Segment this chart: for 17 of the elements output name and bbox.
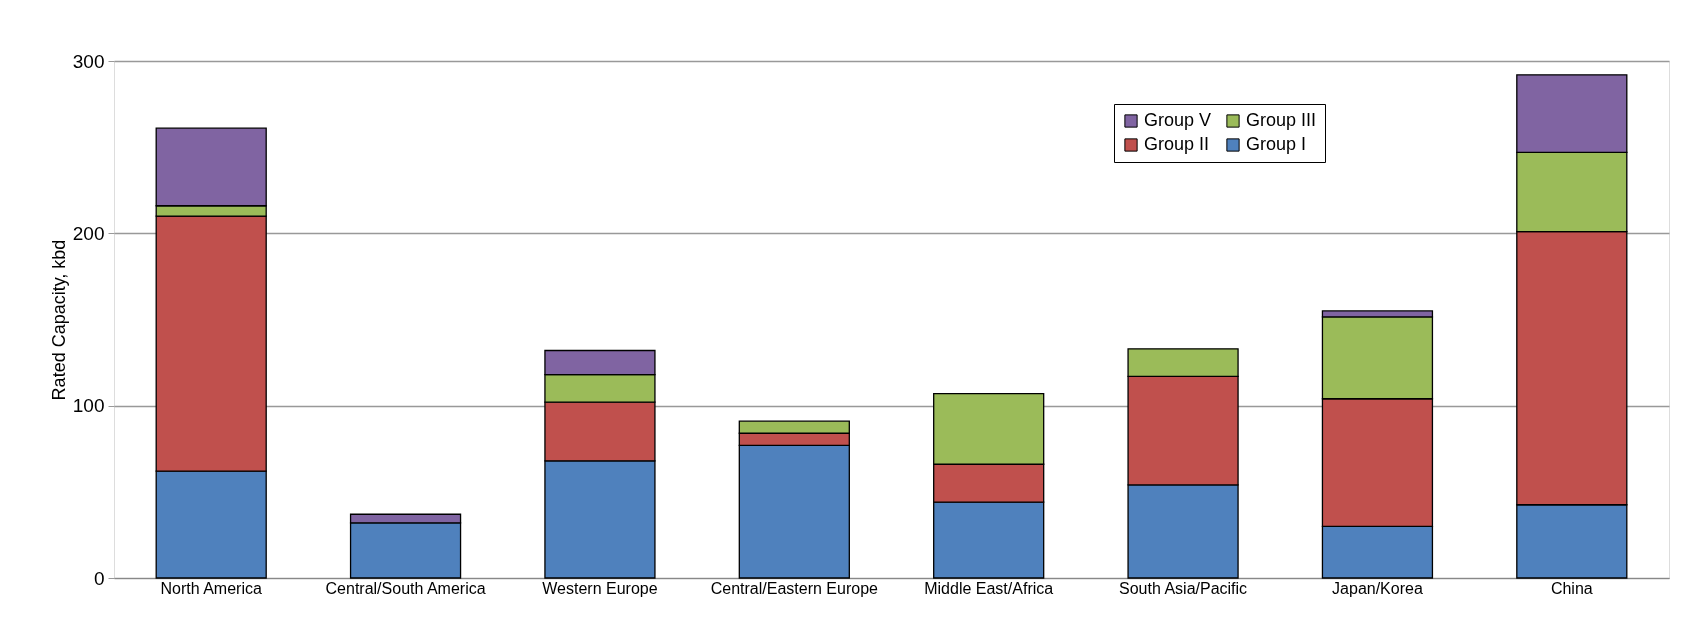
y-tick-label: 200 bbox=[72, 222, 105, 244]
x-tick-label: Japan/Korea bbox=[1332, 579, 1423, 597]
legend-label: Group V bbox=[1144, 110, 1212, 130]
legend-label: Group I bbox=[1246, 134, 1307, 154]
x-tick-label: Central/South America bbox=[325, 579, 486, 597]
x-tick-label: South Asia/Pacific bbox=[1119, 579, 1248, 597]
x-tick-label: Central/Eastern Europe bbox=[710, 579, 879, 597]
legend-label: Group III bbox=[1246, 110, 1317, 130]
y-tick-label: 0 bbox=[93, 567, 105, 589]
x-tick-label: Middle East/Africa bbox=[924, 579, 1054, 597]
y-tick-label: 100 bbox=[72, 395, 105, 417]
x-tick-label: Western Europe bbox=[542, 579, 658, 597]
y-tick-label: 300 bbox=[72, 50, 105, 72]
legend-label: Group II bbox=[1144, 134, 1210, 154]
y-axis-title: Rated Capacity, kbd bbox=[48, 239, 69, 401]
x-tick-label: China bbox=[1550, 579, 1593, 597]
x-tick-label: North America bbox=[160, 579, 262, 597]
